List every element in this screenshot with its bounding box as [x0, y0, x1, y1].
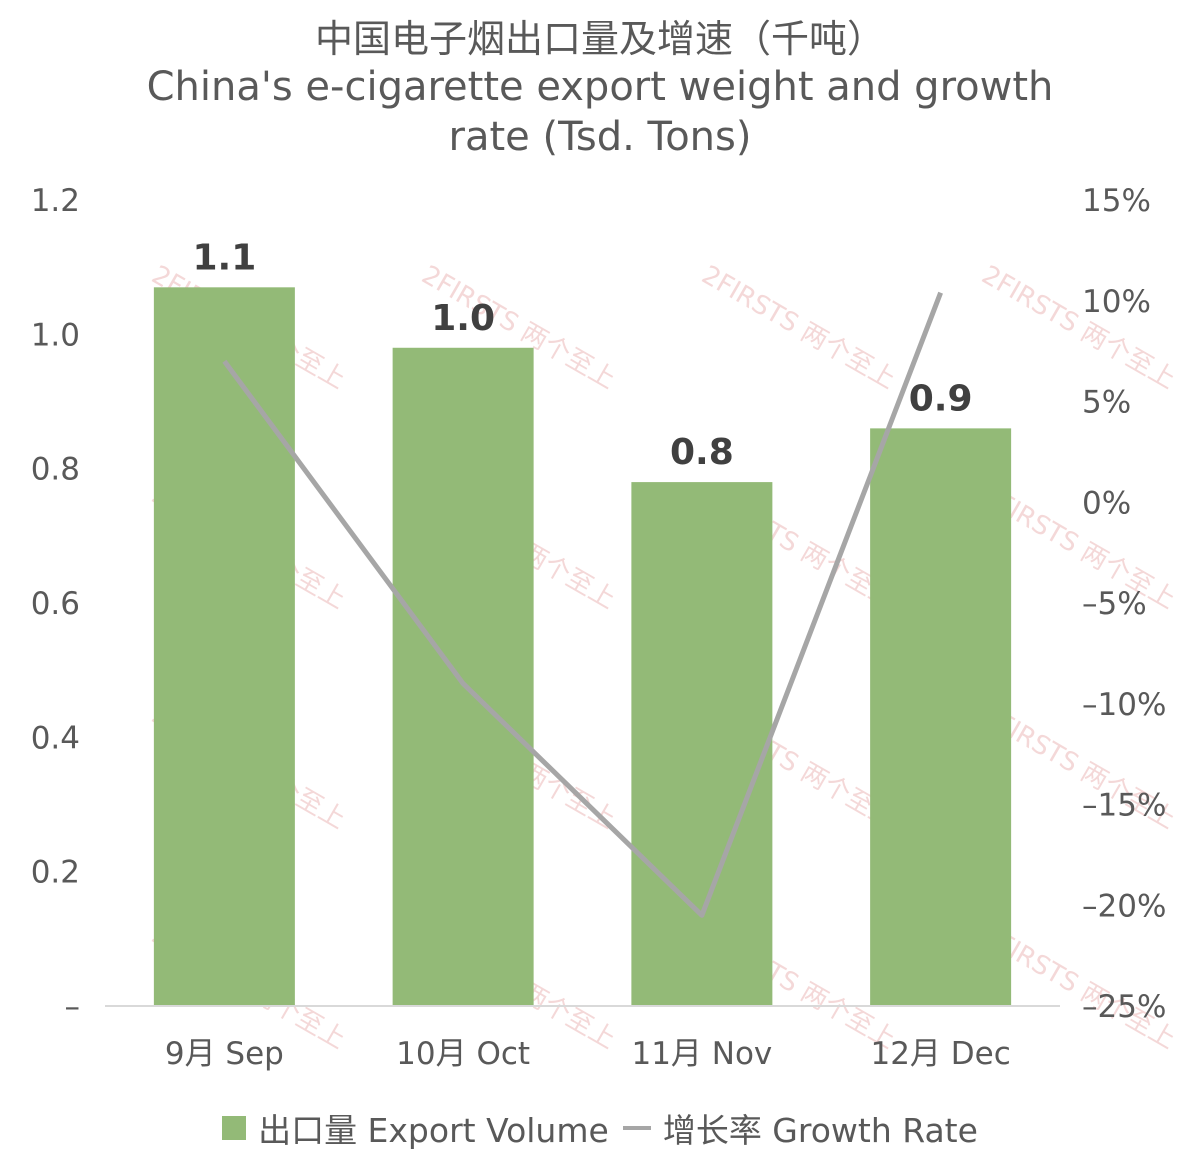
data-label: 1.1 [192, 237, 256, 278]
y-left-tick-label: 1.2 [31, 183, 80, 219]
legend-bar-swatch [222, 1116, 247, 1140]
y-right-tick-label: –10% [1082, 687, 1166, 723]
y-right-tick-label: 15% [1082, 183, 1151, 219]
y-left-tick-label: 1.0 [31, 317, 80, 353]
y-right-tick-label: –25% [1082, 989, 1166, 1025]
legend-line-swatch [622, 1126, 651, 1130]
y-right-tick-label: –15% [1082, 788, 1166, 824]
watermark-text: 2FIRSTS 两个至上 [697, 260, 901, 395]
y-right-tick-label: –20% [1082, 888, 1166, 924]
x-tick-label: 10月 Oct [396, 1036, 530, 1072]
chart-subtitle: China's e-cigarette export weight and gr… [146, 64, 1054, 160]
y-left-tick-label: 0.8 [31, 452, 80, 488]
y-left-tick-label: – [65, 989, 81, 1025]
y-left-tick-label: 0.6 [31, 586, 80, 622]
x-tick-label: 11月 Nov [631, 1036, 772, 1072]
y-right-tick-label: 10% [1082, 284, 1151, 320]
legend: 出口量 Export Volume 增长率 Growth Rate [0, 1104, 1200, 1152]
x-tick-label: 12月 Dec [870, 1036, 1010, 1072]
data-label: 0.9 [909, 378, 973, 419]
bar [392, 347, 534, 1006]
y-right-tick-label: 0% [1082, 485, 1131, 521]
watermark-text: 2FIRSTS 两个至上 [977, 260, 1181, 395]
chart-title: 中国电子烟出口量及增速（千吨） [314, 17, 885, 61]
bar [870, 428, 1012, 1006]
y-right-tick-label: –5% [1082, 586, 1147, 622]
y-right-tick-label: 5% [1082, 385, 1131, 421]
growth-rate-line [222, 291, 943, 918]
bar [631, 482, 773, 1007]
data-label: 0.8 [670, 432, 734, 473]
data-label: 1.0 [431, 298, 495, 339]
y-left-tick-label: 0.4 [31, 720, 80, 756]
legend-line-label: 增长率 Growth Rate [662, 1111, 978, 1150]
x-tick-label: 9月 Sep [165, 1036, 284, 1072]
bar [153, 287, 295, 1007]
legend-bar-label: 出口量 Export Volume [258, 1111, 609, 1150]
y-left-tick-label: 0.2 [31, 855, 80, 891]
